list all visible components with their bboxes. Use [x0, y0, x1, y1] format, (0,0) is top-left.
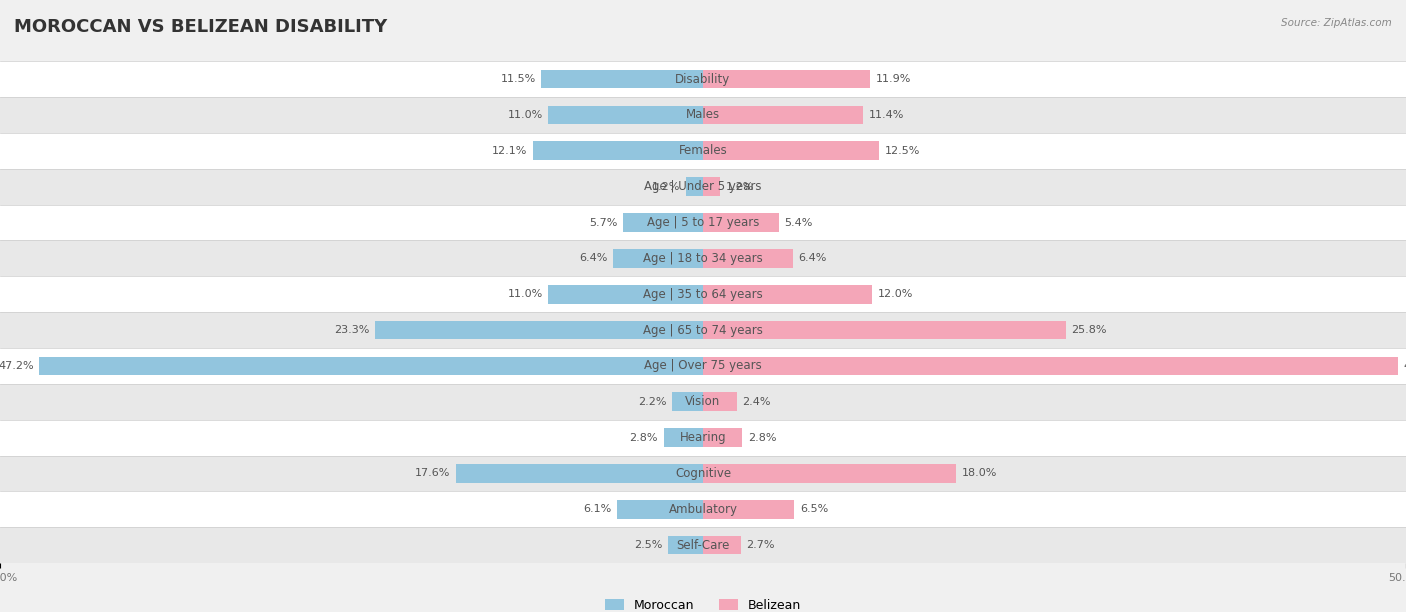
Text: 12.1%: 12.1%: [492, 146, 527, 156]
Text: 2.8%: 2.8%: [748, 433, 776, 442]
Text: 11.0%: 11.0%: [508, 289, 543, 299]
Text: 2.2%: 2.2%: [638, 397, 666, 407]
Bar: [668, 536, 703, 554]
Text: Cognitive: Cognitive: [675, 467, 731, 480]
Bar: [0, 204, 1406, 241]
Bar: [375, 321, 703, 340]
Bar: [686, 177, 703, 196]
Bar: [613, 249, 703, 267]
Bar: [0, 312, 1406, 348]
Bar: [0, 527, 1406, 563]
Text: MOROCCAN VS BELIZEAN DISABILITY: MOROCCAN VS BELIZEAN DISABILITY: [14, 18, 387, 36]
Text: Males: Males: [686, 108, 720, 121]
Legend: Moroccan, Belizean: Moroccan, Belizean: [600, 594, 806, 612]
Bar: [703, 357, 1398, 375]
Text: Vision: Vision: [685, 395, 721, 408]
Bar: [0, 276, 1406, 312]
Bar: [703, 285, 872, 304]
Text: 5.4%: 5.4%: [785, 217, 813, 228]
Text: Age | Over 75 years: Age | Over 75 years: [644, 359, 762, 372]
Text: 49.4%: 49.4%: [1403, 361, 1406, 371]
Text: Age | 18 to 34 years: Age | 18 to 34 years: [643, 252, 763, 265]
Text: Ambulatory: Ambulatory: [668, 503, 738, 516]
Bar: [533, 141, 703, 160]
Bar: [623, 213, 703, 232]
Text: 5.7%: 5.7%: [589, 217, 617, 228]
Bar: [664, 428, 703, 447]
Bar: [703, 177, 720, 196]
Text: 6.4%: 6.4%: [579, 253, 607, 263]
Bar: [617, 500, 703, 518]
Text: 1.2%: 1.2%: [725, 182, 754, 192]
Text: 11.0%: 11.0%: [508, 110, 543, 120]
Text: Age | 35 to 64 years: Age | 35 to 64 years: [643, 288, 763, 300]
Bar: [0, 97, 1406, 133]
Text: 11.9%: 11.9%: [876, 74, 911, 84]
Text: Age | 5 to 17 years: Age | 5 to 17 years: [647, 216, 759, 229]
Text: 11.5%: 11.5%: [501, 74, 536, 84]
Bar: [672, 392, 703, 411]
Bar: [0, 169, 1406, 204]
Text: 47.2%: 47.2%: [0, 361, 34, 371]
Bar: [0, 491, 1406, 527]
Text: 6.4%: 6.4%: [799, 253, 827, 263]
Text: Females: Females: [679, 144, 727, 157]
Text: 2.5%: 2.5%: [634, 540, 662, 550]
Text: 6.5%: 6.5%: [800, 504, 828, 514]
Bar: [0, 241, 1406, 276]
Text: 12.5%: 12.5%: [884, 146, 920, 156]
Bar: [0, 384, 1406, 420]
Text: 2.4%: 2.4%: [742, 397, 770, 407]
Text: Age | 65 to 74 years: Age | 65 to 74 years: [643, 324, 763, 337]
Bar: [703, 106, 863, 124]
Text: 17.6%: 17.6%: [415, 468, 450, 479]
Text: Source: ZipAtlas.com: Source: ZipAtlas.com: [1281, 18, 1392, 28]
Bar: [456, 464, 703, 483]
Bar: [39, 357, 703, 375]
Text: 11.4%: 11.4%: [869, 110, 904, 120]
Text: 25.8%: 25.8%: [1071, 325, 1107, 335]
Text: Hearing: Hearing: [679, 431, 727, 444]
Text: 2.7%: 2.7%: [747, 540, 775, 550]
Text: Age | Under 5 years: Age | Under 5 years: [644, 180, 762, 193]
Bar: [703, 249, 793, 267]
Text: Self-Care: Self-Care: [676, 539, 730, 551]
Bar: [548, 285, 703, 304]
Bar: [548, 106, 703, 124]
Bar: [541, 70, 703, 89]
Bar: [703, 213, 779, 232]
Text: 12.0%: 12.0%: [877, 289, 912, 299]
Bar: [703, 392, 737, 411]
Text: 2.8%: 2.8%: [630, 433, 658, 442]
Bar: [0, 420, 1406, 455]
Bar: [703, 70, 870, 89]
Bar: [703, 500, 794, 518]
Bar: [703, 141, 879, 160]
Bar: [703, 321, 1066, 340]
Bar: [703, 464, 956, 483]
Bar: [703, 428, 742, 447]
Text: 23.3%: 23.3%: [335, 325, 370, 335]
Text: 1.2%: 1.2%: [652, 182, 681, 192]
Bar: [0, 61, 1406, 97]
Bar: [0, 133, 1406, 169]
Text: 18.0%: 18.0%: [962, 468, 997, 479]
Bar: [0, 455, 1406, 491]
Bar: [0, 348, 1406, 384]
Text: Disability: Disability: [675, 73, 731, 86]
Text: 6.1%: 6.1%: [583, 504, 612, 514]
Bar: [703, 536, 741, 554]
